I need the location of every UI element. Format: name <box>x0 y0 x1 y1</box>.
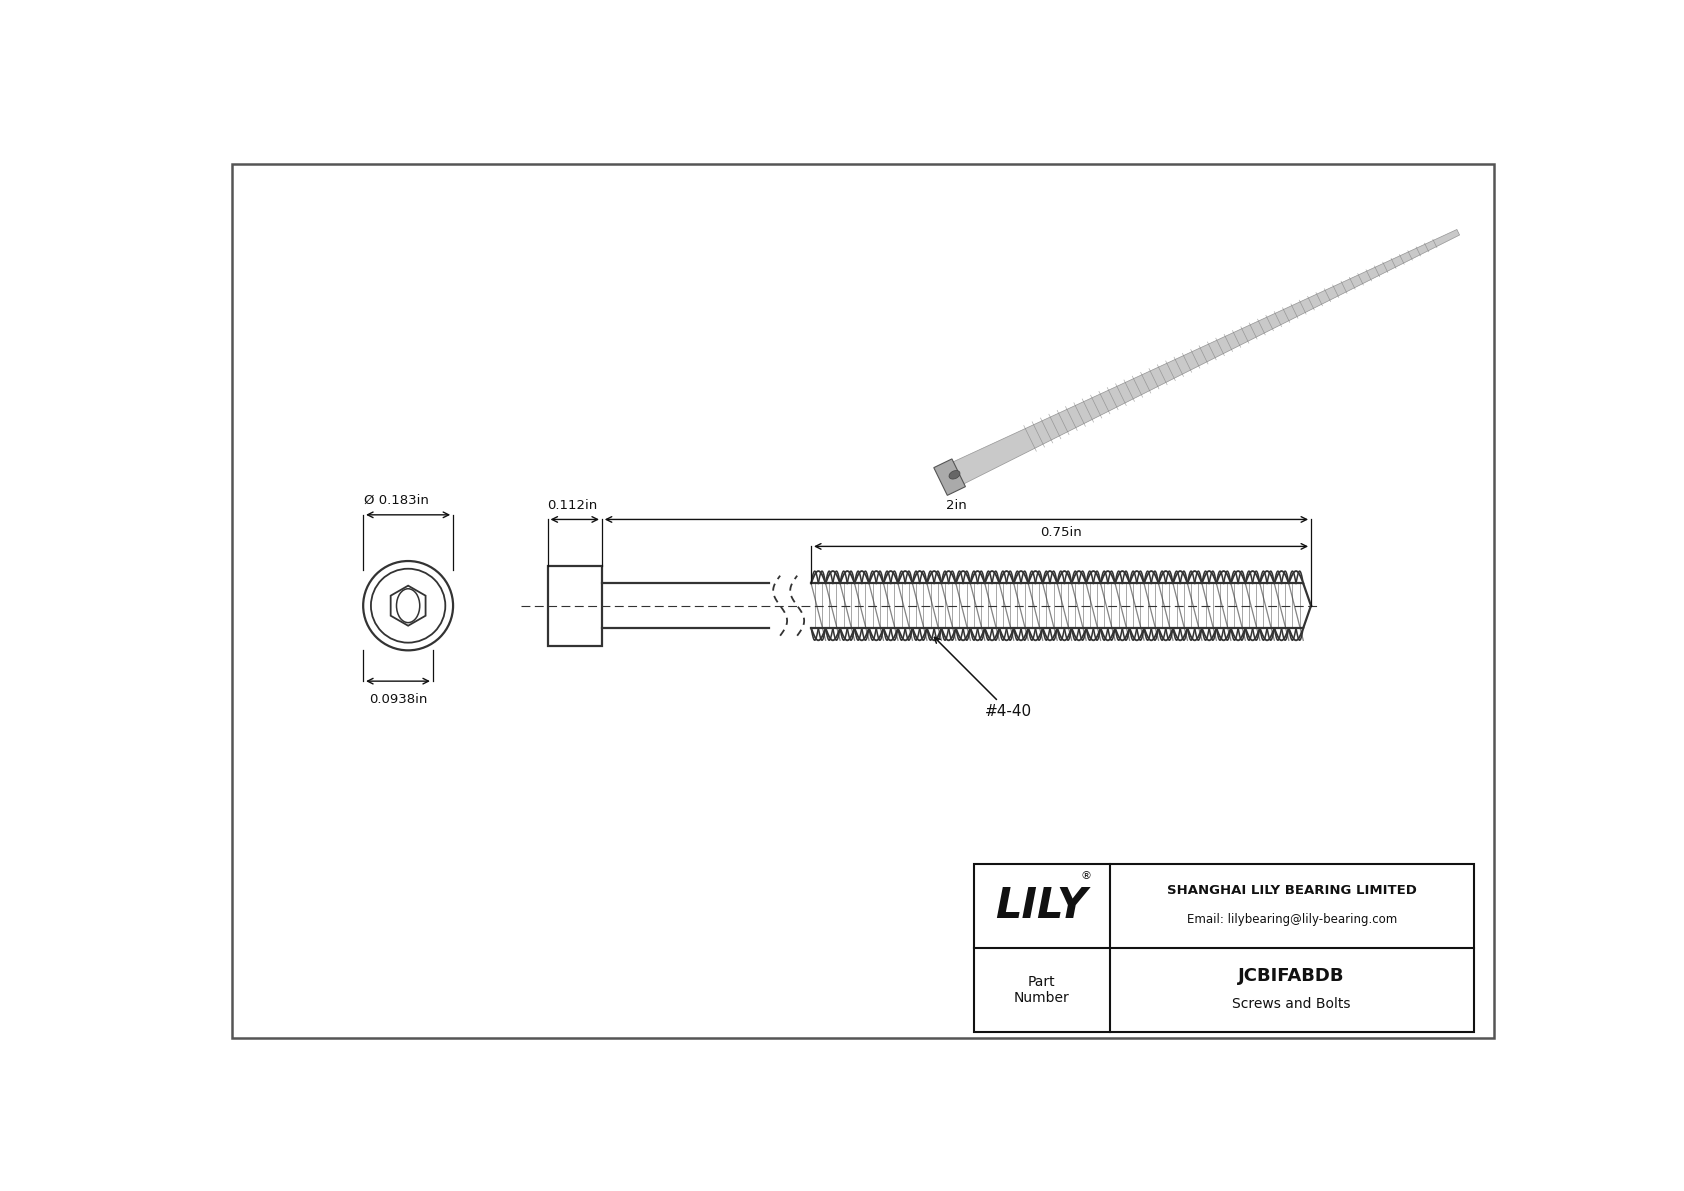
Text: Ø 0.183in: Ø 0.183in <box>364 494 429 507</box>
Text: 0.112in: 0.112in <box>547 499 598 512</box>
Text: 0.75in: 0.75in <box>1041 525 1081 538</box>
Text: SHANGHAI LILY BEARING LIMITED: SHANGHAI LILY BEARING LIMITED <box>1167 884 1416 897</box>
Text: LILY: LILY <box>995 885 1088 927</box>
Text: JCBIFABDB: JCBIFABDB <box>1238 967 1346 985</box>
Text: ®: ® <box>1081 872 1091 881</box>
Text: 0.0938in: 0.0938in <box>369 693 428 706</box>
Text: Part
Number: Part Number <box>1014 975 1069 1005</box>
Text: Screws and Bolts: Screws and Bolts <box>1233 997 1351 1011</box>
Polygon shape <box>950 230 1460 486</box>
Text: 2in: 2in <box>946 499 967 512</box>
Text: #4-40: #4-40 <box>935 637 1032 719</box>
Polygon shape <box>935 459 965 495</box>
Text: Email: lilybearing@lily-bearing.com: Email: lilybearing@lily-bearing.com <box>1187 913 1396 927</box>
Ellipse shape <box>950 470 960 479</box>
